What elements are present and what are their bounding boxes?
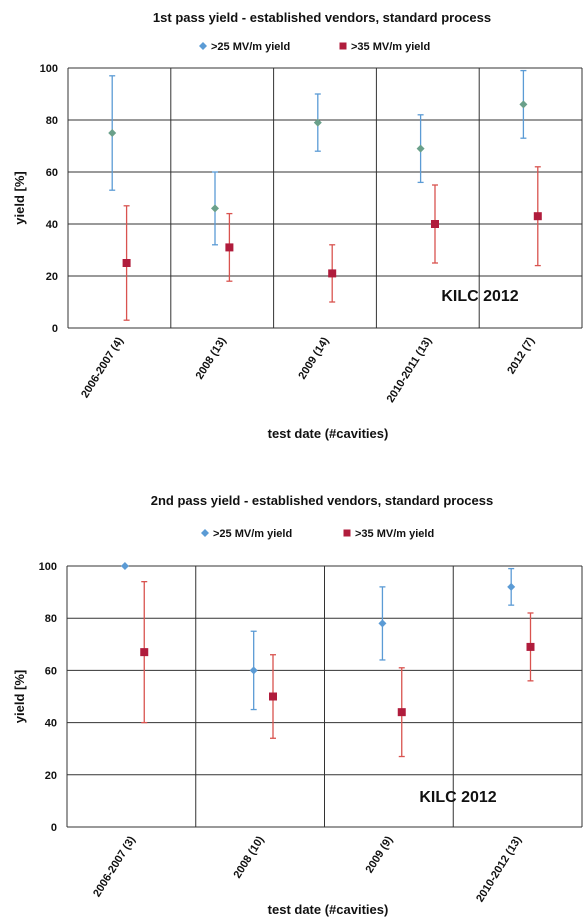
data-point-diamond <box>507 582 516 591</box>
second-pass-yield-chart: 2nd pass yield - established vendors, st… <box>0 476 584 923</box>
y-tick-label: 60 <box>45 665 57 677</box>
data-point-diamond <box>249 666 258 675</box>
legend-marker-square <box>343 529 351 537</box>
x-tick-label: 2008 (10) <box>232 834 267 881</box>
first-pass-yield-chart: 1st pass yield - established vendors, st… <box>0 0 584 460</box>
data-point-square <box>122 259 131 267</box>
data-point-square <box>526 642 535 651</box>
legend-label: >35 MV/m yield <box>355 528 434 540</box>
data-point-square <box>140 648 149 657</box>
data-point-square <box>328 269 337 278</box>
x-axis-label: test date (#cavities) <box>268 426 389 441</box>
data-point-diamond <box>519 100 528 109</box>
y-tick-label: 40 <box>45 718 57 730</box>
data-point-square <box>430 220 439 228</box>
x-tick-label: 2009 (14) <box>296 335 331 382</box>
y-tick-label: 100 <box>40 63 58 75</box>
data-point-diamond <box>211 204 220 213</box>
x-tick-label: 2010-2012 (13) <box>474 834 524 904</box>
data-point-square <box>269 692 277 701</box>
x-axis-label: test date (#cavities) <box>268 902 389 917</box>
x-tick-label: 2010-2011 (13) <box>385 335 435 405</box>
legend-label: >25 MV/m yield <box>213 528 292 540</box>
kilc-annotation: KILC 2012 <box>419 789 496 806</box>
legend-label: >35 MV/m yield <box>351 41 430 53</box>
data-point-diamond <box>416 144 425 153</box>
y-tick-label: 80 <box>45 613 57 625</box>
y-tick-label: 100 <box>39 561 57 573</box>
y-axis-label: yield [%] <box>12 171 27 224</box>
chart-title: 2nd pass yield - established vendors, st… <box>151 493 493 508</box>
y-tick-label: 0 <box>51 822 57 834</box>
x-tick-label: 2006-2007 (3) <box>91 834 138 899</box>
first-pass-chart-svg: 1st pass yield - established vendors, st… <box>12 10 583 441</box>
data-point-square <box>225 243 234 252</box>
x-tick-label: 2006-2007 (4) <box>79 335 126 400</box>
legend-marker-diamond <box>199 42 207 50</box>
x-tick-label: 2008 (13) <box>194 335 229 382</box>
legend-marker-square <box>339 42 347 50</box>
second-pass-chart-svg: 2nd pass yield - established vendors, st… <box>12 493 583 917</box>
data-point-diamond <box>108 129 117 137</box>
x-tick-label: 2012 (7) <box>505 335 537 376</box>
data-point-square <box>533 212 542 221</box>
y-tick-label: 20 <box>46 271 58 283</box>
y-tick-label: 60 <box>46 167 58 179</box>
data-point-diamond <box>313 118 322 127</box>
data-point-square <box>397 708 406 717</box>
data-point-diamond <box>378 619 387 628</box>
chart-title: 1st pass yield - established vendors, st… <box>153 10 491 25</box>
x-tick-label: 2009 (9) <box>364 834 396 875</box>
legend-label: >25 MV/m yield <box>211 41 290 53</box>
y-tick-label: 20 <box>45 770 57 782</box>
kilc-annotation: KILC 2012 <box>441 288 518 305</box>
y-tick-label: 0 <box>52 323 58 335</box>
y-axis-label: yield [%] <box>12 670 27 723</box>
data-point-diamond <box>120 562 129 570</box>
y-tick-label: 80 <box>46 115 58 127</box>
y-tick-label: 40 <box>46 219 58 231</box>
legend-marker-diamond <box>201 529 209 537</box>
